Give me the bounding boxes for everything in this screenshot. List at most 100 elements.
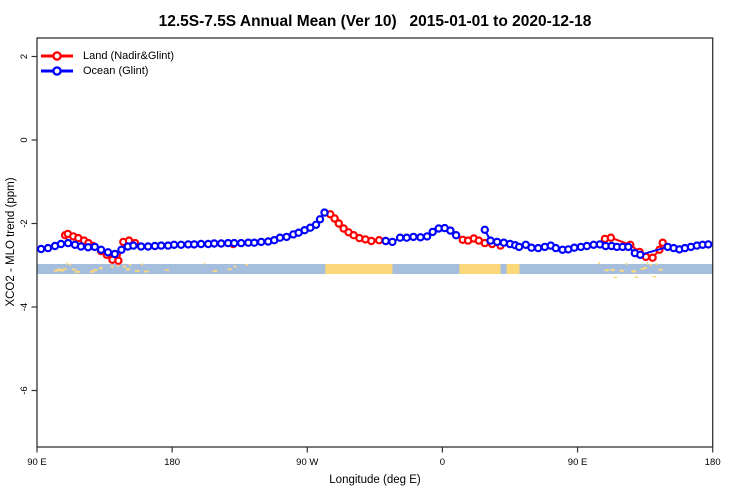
legend-label-ocean: Ocean (Glint): [83, 64, 149, 77]
data-point-ocean: [416, 233, 425, 242]
island-speckle: [68, 263, 72, 266]
island-speckle: [143, 270, 149, 273]
data-point-ocean: [422, 232, 432, 241]
surface-band-land-segment: [506, 263, 520, 275]
data-point-ocean: [534, 243, 543, 253]
island-speckle: [212, 270, 218, 272]
island-speckle: [203, 262, 206, 265]
island-speckle: [655, 263, 658, 265]
y-tick-label: -2: [19, 219, 30, 227]
data-point-ocean: [395, 233, 405, 242]
data-point-ocean: [229, 238, 239, 248]
island-speckle: [634, 276, 639, 278]
data-point-ocean: [320, 208, 329, 217]
data-point-land: [367, 236, 376, 246]
island-speckle: [625, 263, 628, 265]
data-point-ocean: [110, 249, 120, 259]
data-point-ocean: [388, 237, 397, 247]
data-point-ocean: [480, 225, 489, 234]
island-speckle: [98, 266, 103, 270]
island-speckle: [245, 264, 248, 266]
y-tick-label: 0: [19, 137, 30, 142]
island-speckle: [640, 268, 645, 270]
data-point-ocean: [636, 250, 645, 259]
x-tick-label: 90 E: [568, 457, 588, 468]
data-point-ocean: [63, 238, 73, 248]
data-point-ocean: [570, 243, 579, 252]
data-point-ocean: [582, 241, 592, 251]
island-speckle: [71, 268, 77, 271]
data-point-ocean: [169, 240, 179, 249]
data-point-ocean: [43, 243, 53, 253]
island-speckle: [604, 269, 609, 272]
data-point-ocean: [143, 242, 153, 251]
data-point-ocean: [90, 242, 100, 252]
data-point-ocean: [311, 220, 321, 229]
data-point-ocean: [129, 241, 138, 250]
data-point-ocean: [381, 236, 390, 246]
data-point-ocean: [486, 236, 495, 245]
island-speckle: [658, 268, 663, 271]
island-speckle: [643, 267, 648, 269]
data-point-ocean: [492, 237, 502, 247]
x-tick-label: 0: [440, 457, 445, 468]
y-tick-label: -6: [19, 386, 30, 394]
island-speckle: [128, 263, 132, 266]
island-speckle: [649, 263, 652, 266]
data-point-ocean: [402, 233, 411, 242]
data-point-ocean: [196, 239, 206, 249]
data-point-ocean: [136, 242, 146, 251]
island-speckle: [110, 265, 114, 268]
y-tick-label: -4: [19, 303, 30, 311]
data-point-land: [658, 238, 667, 247]
data-point-land: [648, 253, 657, 262]
x-tick-label: 90 E: [27, 457, 47, 468]
legend: Land (Nadir&Glint) Ocean (Glint): [39, 48, 174, 78]
data-point-land: [374, 235, 384, 245]
data-point-ocean: [275, 233, 285, 242]
island-speckle: [92, 269, 98, 272]
data-point-ocean: [451, 230, 461, 240]
surface-band-land-segment: [459, 263, 501, 275]
island-speckle: [164, 269, 169, 271]
y-tick-label: 2: [19, 54, 30, 59]
island-speckle: [134, 269, 140, 272]
legend-marker-ocean-icon: [41, 65, 73, 76]
data-point-ocean: [156, 241, 166, 250]
island-speckle: [610, 268, 615, 271]
x-axis-title: Longitude (deg E): [329, 474, 421, 486]
island-speckle: [140, 263, 144, 266]
data-point-ocean: [446, 226, 455, 235]
island-speckle: [62, 268, 67, 270]
data-point-ocean: [428, 227, 437, 237]
x-tick-label: 90 W: [296, 457, 318, 468]
data-point-ocean: [236, 238, 246, 248]
data-point-land: [330, 214, 339, 223]
legend-item-ocean: Ocean (Glint): [39, 63, 174, 78]
island-speckle: [74, 270, 80, 273]
island-speckle: [233, 265, 237, 268]
island-speckle: [619, 269, 625, 272]
data-point-ocean: [257, 237, 266, 247]
island-speckle: [631, 270, 637, 273]
data-point-ocean: [216, 239, 226, 248]
data-point-ocean: [209, 239, 219, 248]
data-point-ocean: [56, 239, 66, 249]
data-point-ocean: [409, 232, 418, 242]
data-point-ocean: [117, 245, 126, 254]
data-point-ocean: [282, 232, 291, 242]
island-speckle: [613, 276, 617, 279]
data-point-ocean: [250, 238, 259, 247]
island-speckle: [646, 262, 649, 265]
data-point-ocean: [315, 215, 325, 224]
data-point-ocean: [76, 242, 86, 251]
data-point-land: [334, 219, 343, 228]
data-point-ocean: [36, 244, 46, 254]
data-point-ocean: [704, 240, 713, 249]
data-point-ocean: [189, 240, 199, 249]
island-speckle: [122, 265, 126, 268]
data-point-ocean: [103, 248, 113, 257]
data-point-ocean: [527, 243, 536, 252]
data-point-ocean: [176, 240, 186, 249]
